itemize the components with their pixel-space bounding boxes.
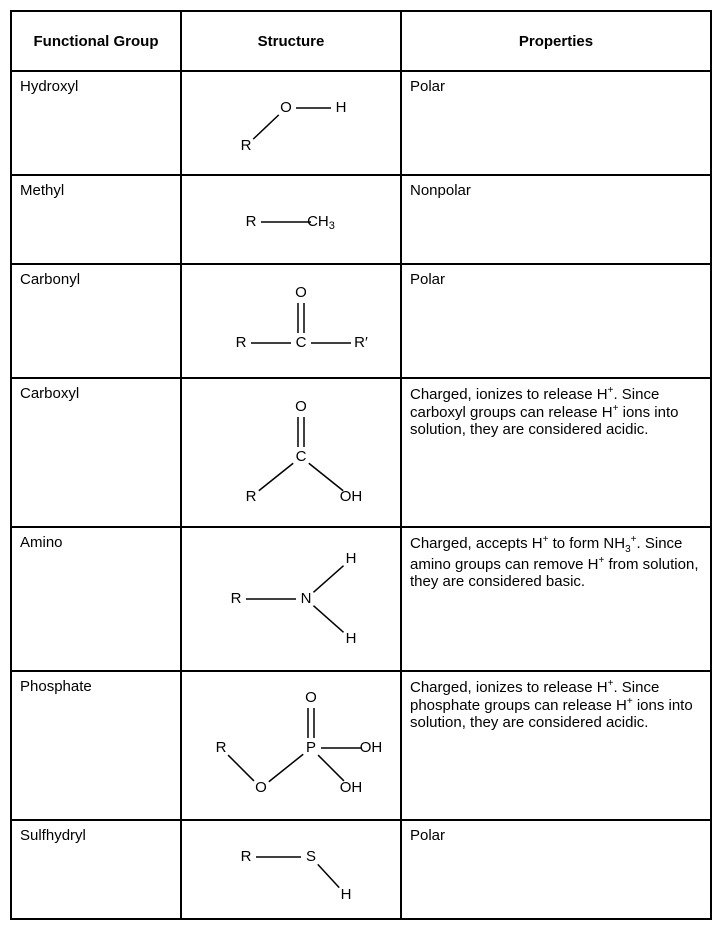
group-cell: Carbonyl — [11, 264, 181, 378]
properties-cell: Polar — [401, 820, 711, 919]
table-row: Methyl R CH3 Nonpolar — [11, 175, 711, 264]
structure-cell: R CH3 — [181, 175, 401, 264]
svg-text:R: R — [216, 739, 227, 756]
structure-cell: O C R OH — [181, 378, 401, 527]
group-cell: Carboxyl — [11, 378, 181, 527]
svg-text:O: O — [255, 779, 267, 796]
properties-cell: Polar — [401, 264, 711, 378]
svg-text:R: R — [246, 213, 257, 230]
svg-text:N: N — [301, 590, 312, 607]
svg-text:O: O — [305, 689, 317, 706]
table-row: Carboxyl O C R OH Charged, ionizes to release… — [11, 378, 711, 527]
properties-cell: Charged, ionizes to release H+. Since ph… — [401, 671, 711, 820]
group-cell: Amino — [11, 527, 181, 671]
structure-cell: O P OH OH O R — [181, 671, 401, 820]
svg-text:R: R — [241, 848, 252, 865]
functional-groups-table: Functional Group Structure Properties Hy… — [10, 10, 712, 920]
table-row: Phosphate O P OH OH O R Charged, ionizes to rel… — [11, 671, 711, 820]
svg-text:R: R — [231, 590, 242, 607]
table-row: Carbonyl O C R R′ Polar — [11, 264, 711, 378]
structure-cell: R N H H — [181, 527, 401, 671]
svg-text:OH: OH — [360, 739, 383, 756]
svg-text:H: H — [336, 99, 347, 116]
structure-cell: R S H — [181, 820, 401, 919]
svg-text:H: H — [341, 886, 352, 903]
group-cell: Hydroxyl — [11, 71, 181, 175]
header-structure: Structure — [181, 11, 401, 71]
svg-text:P: P — [306, 739, 316, 756]
group-cell: Methyl — [11, 175, 181, 264]
group-cell: Phosphate — [11, 671, 181, 820]
properties-cell: Nonpolar — [401, 175, 711, 264]
svg-text:OH: OH — [340, 488, 363, 505]
table-body: HydroxylROHPolarMethylRCH3NonpolarCarbon… — [11, 71, 711, 919]
svg-text:H: H — [346, 550, 357, 567]
structure-cell: R O H — [181, 71, 401, 175]
svg-text:R′: R′ — [354, 334, 368, 351]
svg-text:H: H — [346, 630, 357, 647]
structure-cell: O C R R′ — [181, 264, 401, 378]
table-row: Amino R N H H Charged, accepts H+ to form NH3… — [11, 527, 711, 671]
svg-text:C: C — [296, 448, 307, 465]
svg-text:R: R — [246, 488, 257, 505]
svg-text:O: O — [280, 99, 292, 116]
header-row: Functional Group Structure Properties — [11, 11, 711, 71]
svg-text:O: O — [295, 284, 307, 301]
svg-text:R: R — [241, 137, 252, 154]
svg-text:OH: OH — [340, 779, 363, 796]
properties-cell: Polar — [401, 71, 711, 175]
header-functional-group: Functional Group — [11, 11, 181, 71]
svg-text:S: S — [306, 848, 316, 865]
header-properties: Properties — [401, 11, 711, 71]
svg-text:O: O — [295, 398, 307, 415]
properties-cell: Charged, accepts H+ to form NH3+. Since … — [401, 527, 711, 671]
properties-cell: Charged, ionizes to release H+. Since ca… — [401, 378, 711, 527]
svg-text:C: C — [296, 334, 307, 351]
svg-text:R: R — [236, 334, 247, 351]
svg-text:CH3: CH3 — [307, 213, 335, 232]
group-cell: Sulfhydryl — [11, 820, 181, 919]
table-row: Hydroxyl R O H Polar — [11, 71, 711, 175]
table-row: Sulfhydryl R S H Polar — [11, 820, 711, 919]
